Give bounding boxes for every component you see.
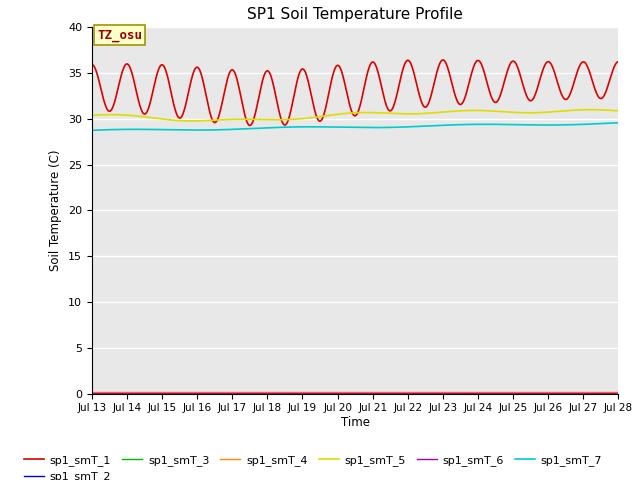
sp1_smT_7	[419, 123, 427, 129]
sp1_smT_1	[233, 76, 241, 82]
sp1_smT_5	[435, 109, 443, 115]
sp1_smT_1	[152, 77, 159, 83]
sp1_smT_2	[419, 390, 427, 396]
sp1_smT_5	[152, 115, 159, 121]
sp1_smT_6	[88, 390, 95, 396]
sp1_smT_2	[614, 390, 622, 396]
sp1_smT_5	[234, 116, 241, 122]
sp1_smT_7	[614, 120, 622, 126]
Line: sp1_smT_5: sp1_smT_5	[92, 109, 618, 121]
sp1_smT_1	[435, 62, 443, 68]
sp1_smT_7	[97, 127, 105, 133]
sp1_smT_3	[435, 390, 442, 396]
sp1_smT_4	[88, 389, 95, 395]
sp1_smT_3	[419, 390, 427, 396]
sp1_smT_7	[435, 122, 442, 128]
X-axis label: Time: Time	[340, 416, 370, 429]
Title: SP1 Soil Temperature Profile: SP1 Soil Temperature Profile	[247, 7, 463, 22]
sp1_smT_6	[419, 390, 427, 396]
sp1_smT_2	[152, 390, 159, 396]
sp1_smT_6	[97, 390, 105, 396]
sp1_smT_6	[233, 390, 241, 396]
sp1_smT_3	[614, 390, 622, 396]
sp1_smT_1	[88, 61, 95, 67]
sp1_smT_2	[435, 390, 442, 396]
sp1_smT_4	[233, 389, 241, 395]
sp1_smT_6	[614, 390, 622, 396]
sp1_smT_5	[97, 112, 105, 118]
sp1_smT_7	[88, 128, 95, 133]
sp1_smT_2	[88, 390, 95, 396]
sp1_smT_6	[152, 390, 159, 396]
sp1_smT_4	[614, 389, 622, 395]
Legend: sp1_smT_1, sp1_smT_2, sp1_smT_3, sp1_smT_4, sp1_smT_5, sp1_smT_6, sp1_smT_7: sp1_smT_1, sp1_smT_2, sp1_smT_3, sp1_smT…	[20, 450, 606, 480]
sp1_smT_5	[88, 112, 95, 118]
sp1_smT_4	[97, 389, 105, 395]
sp1_smT_1	[614, 59, 622, 64]
Text: TZ_osu: TZ_osu	[97, 29, 142, 42]
sp1_smT_5	[614, 108, 622, 114]
sp1_smT_1	[205, 106, 213, 112]
sp1_smT_7	[205, 127, 213, 133]
sp1_smT_3	[88, 390, 95, 396]
sp1_smT_1	[97, 88, 105, 94]
sp1_smT_5	[188, 118, 195, 124]
sp1_smT_4	[435, 389, 442, 395]
sp1_smT_1	[439, 57, 447, 63]
sp1_smT_4	[419, 389, 427, 395]
Y-axis label: Soil Temperature (C): Soil Temperature (C)	[49, 150, 63, 271]
sp1_smT_6	[435, 390, 442, 396]
Line: sp1_smT_1: sp1_smT_1	[92, 60, 618, 125]
Line: sp1_smT_7: sp1_smT_7	[92, 123, 618, 131]
sp1_smT_4	[152, 389, 159, 395]
sp1_smT_3	[205, 390, 213, 396]
sp1_smT_3	[233, 390, 241, 396]
sp1_smT_2	[97, 390, 105, 396]
sp1_smT_7	[233, 126, 241, 132]
sp1_smT_3	[152, 390, 159, 396]
sp1_smT_1	[246, 122, 254, 128]
sp1_smT_3	[97, 390, 105, 396]
sp1_smT_4	[205, 389, 213, 395]
sp1_smT_1	[420, 103, 428, 109]
sp1_smT_5	[206, 118, 214, 123]
sp1_smT_5	[587, 107, 595, 112]
sp1_smT_2	[205, 390, 213, 396]
sp1_smT_2	[233, 390, 241, 396]
sp1_smT_7	[152, 127, 159, 132]
sp1_smT_6	[205, 390, 213, 396]
sp1_smT_5	[420, 110, 428, 116]
